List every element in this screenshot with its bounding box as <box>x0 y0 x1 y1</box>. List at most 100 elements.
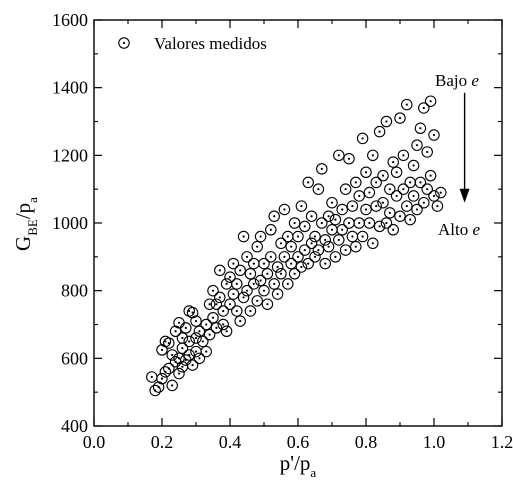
data-point <box>200 318 212 331</box>
data-point <box>200 345 212 358</box>
data-point <box>373 220 386 233</box>
data-point <box>370 200 382 212</box>
data-point <box>258 284 270 297</box>
x-tick-label: 1.0 <box>423 432 446 452</box>
data-points <box>146 95 447 397</box>
data-point <box>299 244 311 256</box>
data-point <box>176 342 189 354</box>
data-point <box>377 196 389 209</box>
data-point <box>397 183 410 195</box>
legend-marker-icon <box>118 37 130 49</box>
y-tick-label: 1000 <box>52 213 88 233</box>
data-point <box>394 112 406 124</box>
data-point <box>251 240 263 253</box>
data-point <box>190 315 202 327</box>
data-point <box>288 217 301 229</box>
data-point <box>265 224 277 236</box>
data-point <box>302 257 314 270</box>
data-point <box>370 176 382 189</box>
data-point <box>326 196 338 209</box>
data-point <box>288 267 301 280</box>
data-point <box>363 217 376 229</box>
data-point <box>428 129 440 141</box>
data-point <box>214 264 226 277</box>
data-point <box>380 115 393 128</box>
data-point <box>220 278 233 290</box>
axis-ticks <box>93 19 503 427</box>
data-point <box>207 311 219 324</box>
data-point <box>285 257 297 270</box>
data-point <box>193 352 206 365</box>
data-point <box>275 237 287 250</box>
data-point <box>390 166 403 179</box>
x-tick-label: 0.6 <box>287 432 310 452</box>
data-point <box>343 217 355 229</box>
data-point <box>312 244 325 256</box>
data-point <box>401 200 413 212</box>
arrow-down-icon <box>459 92 470 203</box>
data-point <box>268 210 280 222</box>
data-point <box>265 251 277 263</box>
data-point <box>309 251 321 263</box>
data-point <box>224 298 236 310</box>
data-point <box>346 230 359 243</box>
data-point <box>309 230 321 243</box>
data-point <box>363 186 376 199</box>
data-point <box>336 203 348 216</box>
data-point <box>224 271 236 283</box>
data-point <box>411 139 423 151</box>
data-point <box>356 230 369 243</box>
data-point <box>176 332 189 344</box>
data-point <box>227 257 240 270</box>
data-point <box>241 251 253 263</box>
data-point <box>237 230 250 243</box>
data-point <box>166 379 178 392</box>
data-point <box>329 213 342 226</box>
data-point <box>302 176 314 189</box>
data-point <box>350 176 362 189</box>
y-tick-label: 1400 <box>52 78 88 98</box>
data-point <box>234 264 246 277</box>
legend-label: Valores medidos <box>154 34 267 53</box>
data-point <box>407 190 420 202</box>
data-point <box>421 146 433 158</box>
data-point <box>292 251 304 263</box>
data-point <box>244 305 257 317</box>
data-point <box>316 163 328 175</box>
data-point <box>326 224 338 236</box>
data-point <box>183 335 195 348</box>
x-axis-title: p'/pa <box>280 451 317 480</box>
data-point <box>322 240 335 253</box>
data-point <box>333 234 345 246</box>
data-point <box>248 278 260 290</box>
data-point <box>316 217 328 229</box>
data-point <box>173 367 185 380</box>
data-point <box>275 267 287 280</box>
data-point <box>190 332 202 344</box>
data-point <box>401 98 413 111</box>
data-point <box>343 152 355 165</box>
data-point <box>380 217 393 229</box>
y-tick-label: 1200 <box>52 145 88 165</box>
data-point <box>231 278 243 290</box>
data-point <box>156 372 168 385</box>
data-point <box>217 318 229 331</box>
y-tick-label: 600 <box>61 348 88 368</box>
x-tick-label: 0.8 <box>355 432 378 452</box>
x-tick-label: 1.2 <box>491 432 513 452</box>
data-point <box>353 217 365 229</box>
data-point <box>428 190 440 202</box>
data-point <box>190 345 202 358</box>
data-point <box>163 337 175 349</box>
data-point <box>271 261 284 273</box>
data-point <box>220 325 233 338</box>
data-point <box>244 267 257 280</box>
data-point <box>397 149 410 162</box>
data-point <box>418 102 430 114</box>
data-point <box>295 200 308 212</box>
data-point <box>203 328 216 341</box>
data-point <box>183 349 195 361</box>
data-point <box>384 207 396 219</box>
data-point <box>346 200 359 212</box>
